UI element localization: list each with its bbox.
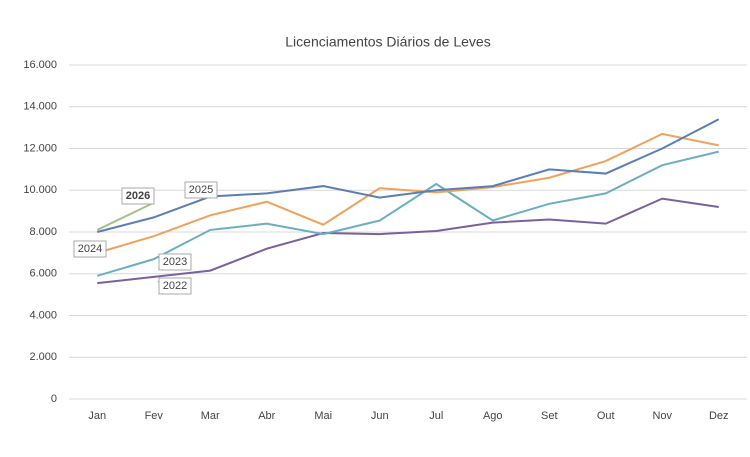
x-tick-label: Mar bbox=[201, 410, 220, 422]
tag-box bbox=[184, 181, 218, 199]
series-line bbox=[96, 132, 719, 254]
x-tick-label: Set bbox=[541, 410, 558, 422]
y-tick-label: 6.000 bbox=[29, 268, 57, 280]
y-tick-label: 10.000 bbox=[23, 184, 57, 196]
series-label: 2024 bbox=[78, 243, 102, 255]
series-line bbox=[97, 197, 719, 285]
x-tick-label: Abr bbox=[258, 410, 275, 422]
y-tick-label: 0 bbox=[51, 393, 57, 405]
y-tick-label: 4.000 bbox=[29, 309, 57, 321]
series-label: 2025 bbox=[189, 184, 213, 196]
series-label: 2023 bbox=[163, 256, 187, 268]
y-tick-label: 14.000 bbox=[23, 101, 57, 113]
series-label: 2026 bbox=[126, 190, 150, 202]
y-tick-label: 2.000 bbox=[29, 351, 57, 363]
tag-box bbox=[158, 277, 192, 295]
tag-box bbox=[73, 240, 107, 258]
x-tick-label: Jun bbox=[371, 410, 389, 422]
series-line bbox=[96, 150, 719, 277]
tag-box bbox=[158, 253, 192, 271]
series-line bbox=[96, 201, 155, 231]
x-tick-label: Jul bbox=[429, 410, 443, 422]
x-tick-label: Dez bbox=[709, 410, 729, 422]
x-tick-label: Out bbox=[597, 410, 615, 422]
y-tick-label: 16.000 bbox=[23, 59, 57, 71]
y-tick-label: 12.000 bbox=[23, 142, 57, 154]
chart-title: Licenciamentos Diários de Leves bbox=[285, 34, 490, 50]
y-tick-label: 8.000 bbox=[29, 226, 57, 238]
x-tick-label: Nov bbox=[652, 410, 672, 422]
x-tick-label: Fev bbox=[145, 410, 164, 422]
x-tick-label: Ago bbox=[483, 410, 503, 422]
series-label: 2022 bbox=[163, 280, 187, 292]
x-tick-label: Jan bbox=[88, 410, 106, 422]
x-tick-label: Mai bbox=[314, 410, 332, 422]
tag-box bbox=[121, 187, 155, 205]
series-line bbox=[96, 118, 720, 233]
